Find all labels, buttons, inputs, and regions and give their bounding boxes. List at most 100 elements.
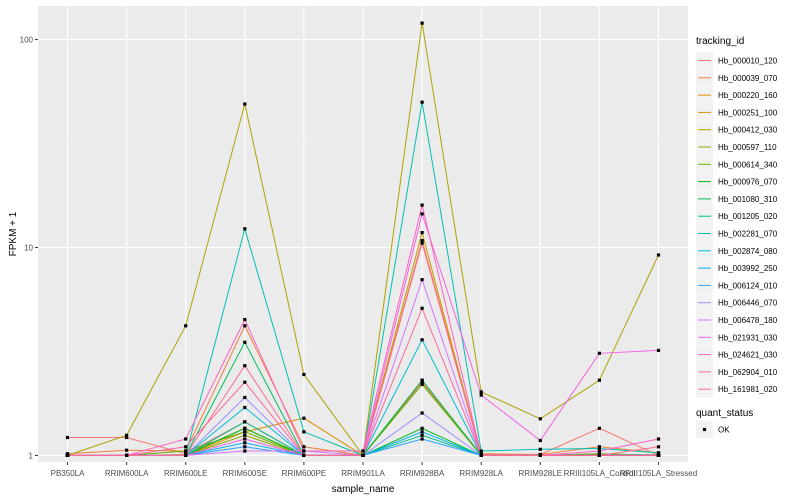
data-point xyxy=(420,380,424,384)
data-point xyxy=(184,437,188,441)
data-point xyxy=(656,453,661,457)
data-point xyxy=(125,453,129,457)
status-legend-marker xyxy=(702,427,707,432)
data-point xyxy=(597,453,601,457)
data-point xyxy=(243,380,247,384)
data-point xyxy=(243,364,247,368)
data-point xyxy=(420,203,424,207)
legend-label: Hb_000039_070 xyxy=(718,74,778,83)
x-tick-label: RRIM600PE xyxy=(282,469,326,478)
data-point xyxy=(420,231,424,235)
data-point xyxy=(479,390,483,394)
data-point xyxy=(125,435,129,440)
data-point xyxy=(184,453,188,457)
y-tick-label: 10 xyxy=(24,244,33,253)
legend-label: Hb_002874_080 xyxy=(718,247,778,256)
x-tick-label: RRIII105LA_Control xyxy=(564,469,636,478)
data-point xyxy=(420,239,424,243)
data-point xyxy=(420,426,424,430)
data-point xyxy=(125,433,129,437)
legend-label: Hb_002281_070 xyxy=(718,230,778,239)
quant-status-legend: quant_status OK xyxy=(696,408,753,438)
data-point xyxy=(361,453,365,457)
data-point xyxy=(420,278,424,282)
x-tick-label: RRIII105LA_Stressed xyxy=(620,469,697,478)
data-point xyxy=(243,318,247,322)
data-point xyxy=(656,451,661,455)
legend-label: Hb_024621_030 xyxy=(718,351,778,360)
data-point xyxy=(243,441,247,445)
data-point xyxy=(656,445,661,449)
data-point xyxy=(597,446,601,451)
data-point xyxy=(538,417,542,421)
data-point xyxy=(243,430,247,434)
axes: 1 10 100 PB350LA RRIM600LA RRIM600LE RRIM600SE… xyxy=(20,36,698,478)
data-point xyxy=(420,433,424,437)
data-point xyxy=(420,430,424,434)
data-point xyxy=(302,445,306,449)
data-point xyxy=(243,227,247,231)
data-point xyxy=(420,212,424,216)
data-point xyxy=(302,372,306,377)
legend-label: Hb_000412_030 xyxy=(718,126,778,135)
data-point xyxy=(243,324,247,328)
data-point xyxy=(538,453,542,457)
data-point xyxy=(597,426,601,430)
legend-label: Hb_161981_020 xyxy=(718,385,778,394)
data-point xyxy=(597,449,601,453)
tracking-id-legend: tracking_id Hb_000010_120 Hb_000039_070 Hb… xyxy=(696,36,778,398)
legend-label: Hb_000976_070 xyxy=(718,178,778,187)
data-point xyxy=(479,449,483,453)
data-point xyxy=(420,378,424,382)
x-tick-label: RRIM901LA xyxy=(341,469,385,478)
x-tick-label: RRIM928LA xyxy=(459,469,503,478)
data-point xyxy=(420,241,424,245)
y-tick-label: 1 xyxy=(29,451,34,460)
data-point xyxy=(420,21,424,25)
data-point xyxy=(302,449,306,453)
legend-label: Hb_000597_110 xyxy=(718,143,777,152)
legend-label: Hb_000010_120 xyxy=(718,57,778,66)
status-legend-title: quant_status xyxy=(696,408,753,419)
data-point xyxy=(597,351,601,355)
data-point xyxy=(479,452,483,456)
data-point xyxy=(420,306,424,310)
data-point xyxy=(65,452,70,456)
data-point xyxy=(361,449,365,453)
data-point xyxy=(656,253,661,257)
data-point xyxy=(243,445,247,449)
legend-label: Hb_000220_160 xyxy=(718,91,778,100)
data-point xyxy=(302,416,306,420)
data-point xyxy=(243,395,247,400)
data-point xyxy=(243,102,247,106)
data-point xyxy=(538,438,542,443)
data-point xyxy=(302,430,306,434)
data-point xyxy=(243,426,247,430)
data-points xyxy=(65,21,661,457)
data-point xyxy=(65,435,70,440)
data-point xyxy=(420,382,424,386)
legend-label: Hb_000614_340 xyxy=(718,160,778,169)
data-point xyxy=(420,411,424,415)
legend-label: Hb_006478_180 xyxy=(718,316,778,325)
data-point xyxy=(184,445,188,449)
data-point xyxy=(243,433,247,437)
status-legend-label: OK xyxy=(718,426,730,435)
data-point xyxy=(420,437,424,441)
data-point xyxy=(479,453,483,457)
data-point xyxy=(243,420,247,424)
data-point xyxy=(479,393,483,397)
legend-label: Hb_000251_100 xyxy=(718,108,778,117)
legend-label: Hb_006124_010 xyxy=(718,281,778,290)
x-tick-label: RRIM928BA xyxy=(400,469,445,478)
x-tick-label: PB350LA xyxy=(51,469,85,478)
legend-label: Hb_001205_020 xyxy=(718,212,778,221)
data-point xyxy=(538,447,542,451)
y-tick-label: 100 xyxy=(20,36,34,45)
data-point xyxy=(597,445,601,449)
data-point xyxy=(243,340,247,344)
legend-label: Hb_006446_070 xyxy=(718,299,778,308)
data-point xyxy=(420,338,424,342)
legend-label: Hb_001080_310 xyxy=(718,195,778,204)
